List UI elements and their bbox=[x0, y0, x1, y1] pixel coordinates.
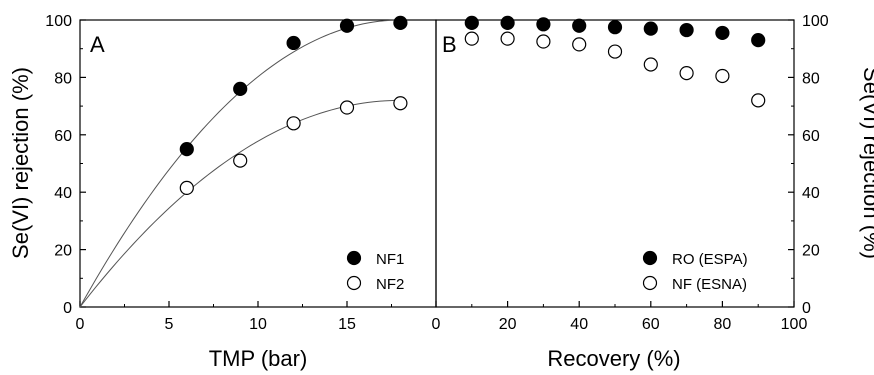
x-tick-label: 40 bbox=[570, 316, 588, 333]
y-tick-label: 0 bbox=[802, 300, 811, 317]
panel-b-y-ticks: 0 20 40 60 80 100 bbox=[788, 13, 829, 317]
panel-a-y-axis-title: Se(VI) rejection (%) bbox=[8, 67, 33, 259]
panel-b-y-axis-title: Se(VI) rejection (%) bbox=[859, 67, 874, 259]
y-tick-label: 60 bbox=[54, 128, 72, 145]
data-point bbox=[339, 100, 355, 115]
data-point bbox=[233, 153, 248, 168]
x-tick-label: 0 bbox=[76, 316, 85, 333]
data-point bbox=[179, 180, 194, 195]
y-tick-label: 0 bbox=[63, 300, 72, 317]
legend-label-nf2: NF2 bbox=[376, 276, 404, 293]
data-point bbox=[464, 15, 479, 30]
data-point bbox=[179, 142, 194, 157]
panel-b-x-ticks: 0 20 40 60 80 100 bbox=[432, 301, 808, 333]
legend-label-ro-espa: RO (ESPA) bbox=[672, 251, 748, 268]
fit-curve bbox=[79, 99, 401, 308]
data-point bbox=[643, 21, 658, 36]
y-tick-label: 100 bbox=[45, 13, 72, 30]
y-tick-label: 80 bbox=[54, 70, 72, 87]
data-point bbox=[500, 31, 515, 46]
panel-a-x-axis-title: TMP (bar) bbox=[209, 346, 308, 371]
y-tick-label: 60 bbox=[802, 128, 820, 145]
panel-a-y-ticks: 0 20 40 60 80 100 bbox=[45, 13, 86, 317]
data-point bbox=[679, 65, 694, 81]
panel-a: A TMP (bar) Se(VI) rejection (%) 0 5 10 15 … bbox=[8, 13, 437, 371]
panel-b-data-points bbox=[464, 15, 766, 108]
data-point bbox=[464, 31, 479, 46]
y-tick-label: 40 bbox=[54, 185, 72, 202]
data-point bbox=[572, 18, 587, 33]
data-point bbox=[715, 68, 730, 84]
x-tick-label: 20 bbox=[499, 316, 517, 333]
data-point bbox=[607, 20, 623, 35]
x-tick-label: 5 bbox=[165, 316, 174, 333]
x-tick-label: 10 bbox=[249, 316, 267, 333]
data-point bbox=[286, 116, 301, 131]
legend-marker-nf-esna bbox=[642, 275, 658, 291]
panel-b-label: B bbox=[442, 32, 457, 57]
data-point bbox=[572, 37, 587, 52]
y-tick-label: 20 bbox=[802, 243, 820, 260]
data-point bbox=[536, 17, 551, 32]
data-point bbox=[715, 25, 730, 41]
data-point bbox=[536, 34, 551, 49]
panel-b-legend: RO (ESPA) NF (ESNA) bbox=[642, 250, 748, 293]
legend-marker-nf2 bbox=[346, 275, 362, 291]
legend-label-nf1: NF1 bbox=[376, 251, 404, 268]
legend-marker-nf1 bbox=[346, 250, 362, 266]
legend-label-nf-esna: NF (ESNA) bbox=[672, 276, 747, 293]
x-tick-label: 60 bbox=[642, 316, 660, 333]
x-tick-label: 100 bbox=[781, 316, 808, 333]
panel-b: B Recovery (%) Se(VI) rejection (%) 0 20 4… bbox=[432, 13, 874, 371]
legend-marker-ro-espa bbox=[642, 250, 658, 266]
panel-b-x-axis-title: Recovery (%) bbox=[547, 346, 680, 371]
panel-a-legend: NF1 NF2 bbox=[346, 250, 404, 293]
data-point bbox=[393, 15, 408, 30]
x-tick-label: 80 bbox=[714, 316, 732, 333]
data-point bbox=[233, 81, 248, 96]
y-tick-label: 80 bbox=[802, 70, 820, 87]
data-point bbox=[286, 35, 301, 51]
y-tick-label: 40 bbox=[802, 185, 820, 202]
panel-a-data-points bbox=[179, 15, 408, 195]
data-point bbox=[751, 32, 766, 48]
data-point bbox=[339, 18, 355, 33]
data-point bbox=[751, 93, 766, 108]
data-point bbox=[643, 57, 658, 72]
data-point bbox=[679, 22, 694, 38]
data-point bbox=[500, 15, 515, 30]
data-point bbox=[393, 96, 408, 111]
panel-a-x-ticks: 0 5 10 15 bbox=[76, 301, 392, 333]
y-tick-label: 20 bbox=[54, 243, 72, 260]
panel-a-label: A bbox=[90, 32, 105, 57]
data-point bbox=[607, 44, 623, 59]
x-tick-label: 15 bbox=[338, 316, 356, 333]
y-tick-label: 100 bbox=[802, 13, 829, 30]
x-tick-label: 0 bbox=[432, 316, 441, 333]
